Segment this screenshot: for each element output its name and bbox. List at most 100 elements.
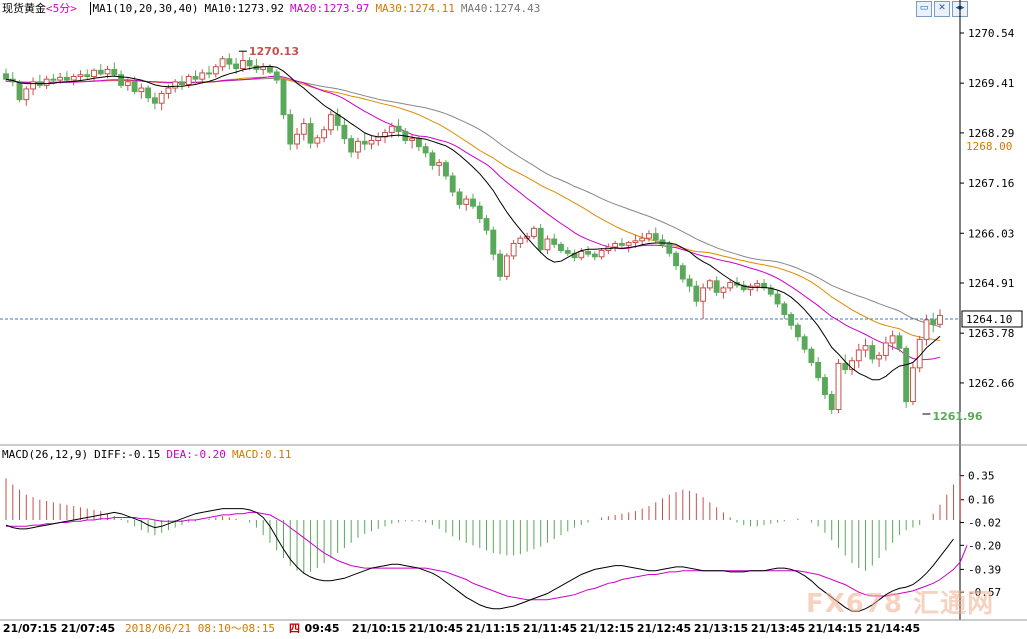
candle-body <box>456 191 463 205</box>
highlight-price-box <box>962 137 1022 154</box>
candle <box>591 251 598 261</box>
candle <box>828 390 835 415</box>
candle <box>239 51 246 73</box>
candle-body <box>395 125 402 133</box>
candle-body <box>375 136 382 141</box>
candle-body <box>165 87 172 94</box>
candle <box>449 172 456 197</box>
candle-body <box>706 280 713 289</box>
candle <box>937 309 943 328</box>
x-tick-label: 2018/06/21 08:10～08:15 <box>125 622 275 635</box>
candle <box>321 126 328 143</box>
candle-body <box>503 255 510 277</box>
candle <box>517 235 524 248</box>
macd-y-tick-label: -0.39 <box>968 563 1001 576</box>
candle <box>632 234 639 248</box>
candle <box>788 311 795 330</box>
candle-body <box>673 252 679 267</box>
candle-body <box>862 345 869 351</box>
candle-body <box>185 76 192 86</box>
candle-body <box>625 242 632 246</box>
ma20-line <box>6 75 941 361</box>
candle <box>761 279 767 291</box>
candle-body <box>828 393 835 411</box>
candle-body <box>578 250 585 259</box>
candle-body <box>686 278 693 287</box>
candle <box>774 290 781 308</box>
candle-body <box>23 88 30 101</box>
candle-body <box>889 335 896 344</box>
ma-params-label: MA1(10,20,30,40) <box>89 2 199 15</box>
period-label[interactable]: <5分> <box>46 2 77 15</box>
candle <box>612 240 619 252</box>
candle <box>700 283 707 319</box>
candle <box>706 279 713 291</box>
candle-body <box>659 239 666 245</box>
price-y-tick-label: 1269.41 <box>968 77 1014 90</box>
candle-body <box>314 137 321 144</box>
candle-body <box>449 175 456 193</box>
candle-body <box>300 123 307 135</box>
candle <box>456 188 463 209</box>
candle-body <box>909 367 916 403</box>
candle-body <box>808 348 815 363</box>
candle <box>280 76 287 120</box>
candle <box>842 354 849 375</box>
candle <box>192 70 199 84</box>
candle <box>876 351 883 367</box>
x-tick-label: 21/12:45 <box>637 622 691 635</box>
candle-body <box>118 74 124 86</box>
candle-body <box>77 74 84 78</box>
extreme-price-label: 1270.13 <box>249 45 299 58</box>
candle-body <box>754 282 761 287</box>
ma20-value: MA20:1273.97 <box>289 2 370 15</box>
candle-body <box>442 162 449 177</box>
close-button[interactable]: ✕ <box>934 1 950 17</box>
candle <box>77 70 84 81</box>
candle <box>314 135 321 148</box>
candle <box>713 276 720 296</box>
candle-body <box>483 218 490 231</box>
candle <box>754 279 761 292</box>
candle-body <box>273 71 280 81</box>
candle-body <box>558 243 564 252</box>
candle <box>334 108 341 131</box>
candle-body <box>111 68 118 76</box>
x-tick-label: 四 <box>289 622 300 635</box>
candle <box>930 312 937 333</box>
candle-body <box>618 242 625 246</box>
candle <box>896 332 903 352</box>
candle <box>639 232 646 245</box>
candle <box>923 314 930 346</box>
candle <box>503 253 510 280</box>
candle-body <box>30 81 37 90</box>
candle <box>530 225 537 240</box>
candle-body <box>551 238 558 245</box>
macd-y-tick-label: 0.35 <box>968 470 995 483</box>
candle-body <box>855 349 862 362</box>
macd-y-tick-label: 0.16 <box>968 494 995 507</box>
candle <box>158 90 165 111</box>
candle <box>409 134 416 149</box>
candle-body <box>693 285 700 302</box>
candle-body <box>16 81 23 101</box>
candle <box>720 286 727 299</box>
candle-body <box>666 243 673 254</box>
ma40-value: MA40:1274.43 <box>460 2 541 15</box>
candle <box>849 357 855 375</box>
candle <box>551 233 558 248</box>
candle-body <box>930 319 937 325</box>
macd-value: MACD:0.11 <box>231 448 292 461</box>
macd-y-tick-label: -0.02 <box>968 517 1001 530</box>
ma30-value: MA30:1274.11 <box>375 2 455 15</box>
x-tick-label: 21/11:45 <box>523 622 577 635</box>
ma10-value: MA10:1273.92 <box>204 2 284 15</box>
maximize-button[interactable]: ▭ <box>916 1 932 17</box>
candle-body <box>497 253 504 277</box>
candle <box>794 322 801 342</box>
candle-body <box>774 293 781 305</box>
candle <box>483 215 490 235</box>
candle-body <box>179 81 185 86</box>
candle-body <box>334 114 341 126</box>
